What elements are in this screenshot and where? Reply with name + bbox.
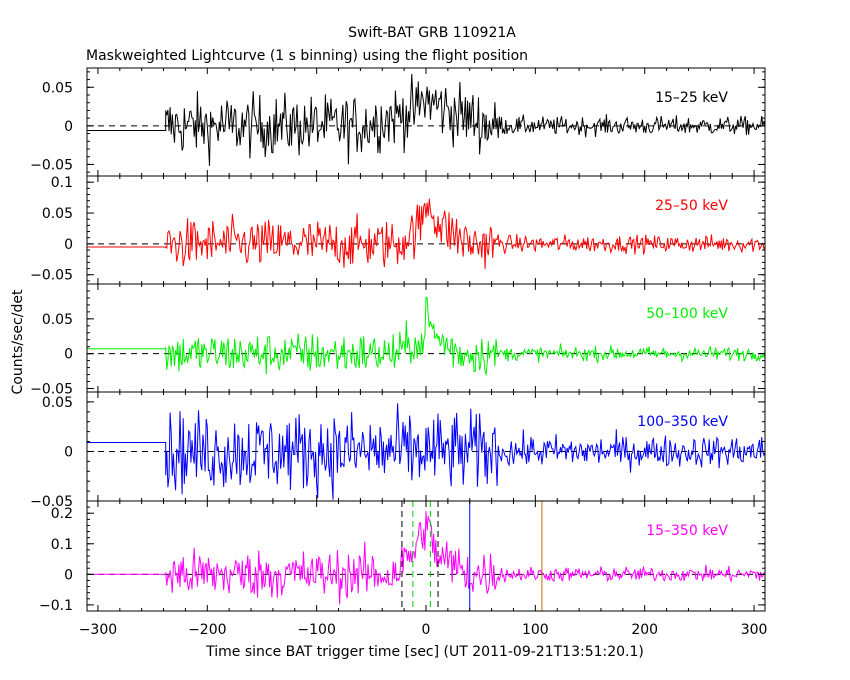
band-label: 100–350 keV [637, 414, 728, 430]
y-tick-label: 0.2 [51, 506, 73, 522]
x-tick-label: −200 [188, 622, 226, 638]
panel-frame [86, 67, 766, 177]
y-tick-label: 0 [64, 567, 73, 583]
x-tick-label: 300 [741, 622, 768, 638]
panel-4: −0.05 0 0.05 100–350 keV [30, 391, 766, 510]
series-line [87, 403, 766, 500]
x-axis-label: Time since BAT trigger time [sec] (UT 20… [205, 644, 644, 660]
series-line [87, 511, 766, 605]
y-tick-label: −0.05 [30, 382, 73, 398]
y-tick-label: 0.05 [42, 80, 73, 96]
y-tick-label: −0.1 [39, 598, 73, 614]
series-line [87, 73, 766, 166]
x-tick-label: 200 [631, 622, 658, 638]
y-tick-label: 0.1 [51, 537, 73, 553]
y-axis-label: Counts/sec/det [10, 289, 26, 394]
panels-group: −0.05 0 0.05 15–25 keV −0.05 0 0.05 0.1 25–50 ke… [30, 67, 768, 638]
panel-frame [86, 175, 766, 285]
y-tick-label: 0.05 [42, 206, 73, 222]
y-tick-label: 0 [64, 237, 73, 253]
panel-5: −0.1 0 0.1 0.2 15–350 keV [39, 500, 766, 614]
band-label: 25–50 keV [655, 198, 728, 214]
band-label: 50–100 keV [646, 306, 728, 322]
chart-subtitle: Maskweighted Lightcurve (1 s binning) us… [86, 48, 528, 64]
chart-title: Swift-BAT GRB 110921A [348, 25, 516, 41]
series-line [87, 198, 766, 270]
panel-2: −0.05 0 0.05 0.1 25–50 keV [30, 175, 766, 285]
band-label: 15–25 keV [655, 90, 728, 106]
band-label: 15–350 keV [646, 523, 728, 539]
x-tick-label: 100 [522, 622, 549, 638]
y-tick-label: −0.05 [30, 268, 73, 284]
y-tick-label: 0 [64, 444, 73, 460]
series-line [87, 296, 766, 377]
x-tick-label: 0 [422, 622, 431, 638]
y-tick-label: 0 [64, 347, 73, 363]
x-tick-label: −300 [79, 622, 117, 638]
y-tick-label: 0.1 [51, 175, 73, 191]
y-tick-label: −0.05 [30, 494, 73, 510]
panel-1: −0.05 0 0.05 15–25 keV [30, 67, 766, 177]
y-tick-label: −0.05 [30, 157, 73, 173]
x-tick-label: −100 [297, 622, 335, 638]
y-tick-label: 0 [64, 119, 73, 135]
y-tick-label: 0.05 [42, 395, 73, 411]
y-tick-label: 0.05 [42, 312, 73, 328]
panel-3: −0.05 0 0.05 50–100 keV [30, 283, 766, 398]
